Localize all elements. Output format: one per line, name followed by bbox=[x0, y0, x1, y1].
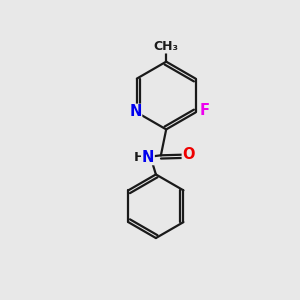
Text: N: N bbox=[129, 104, 142, 119]
Text: O: O bbox=[182, 147, 195, 162]
Text: N: N bbox=[142, 150, 154, 165]
Text: CH₃: CH₃ bbox=[154, 40, 179, 53]
Text: H: H bbox=[134, 151, 145, 164]
Text: F: F bbox=[200, 103, 210, 118]
